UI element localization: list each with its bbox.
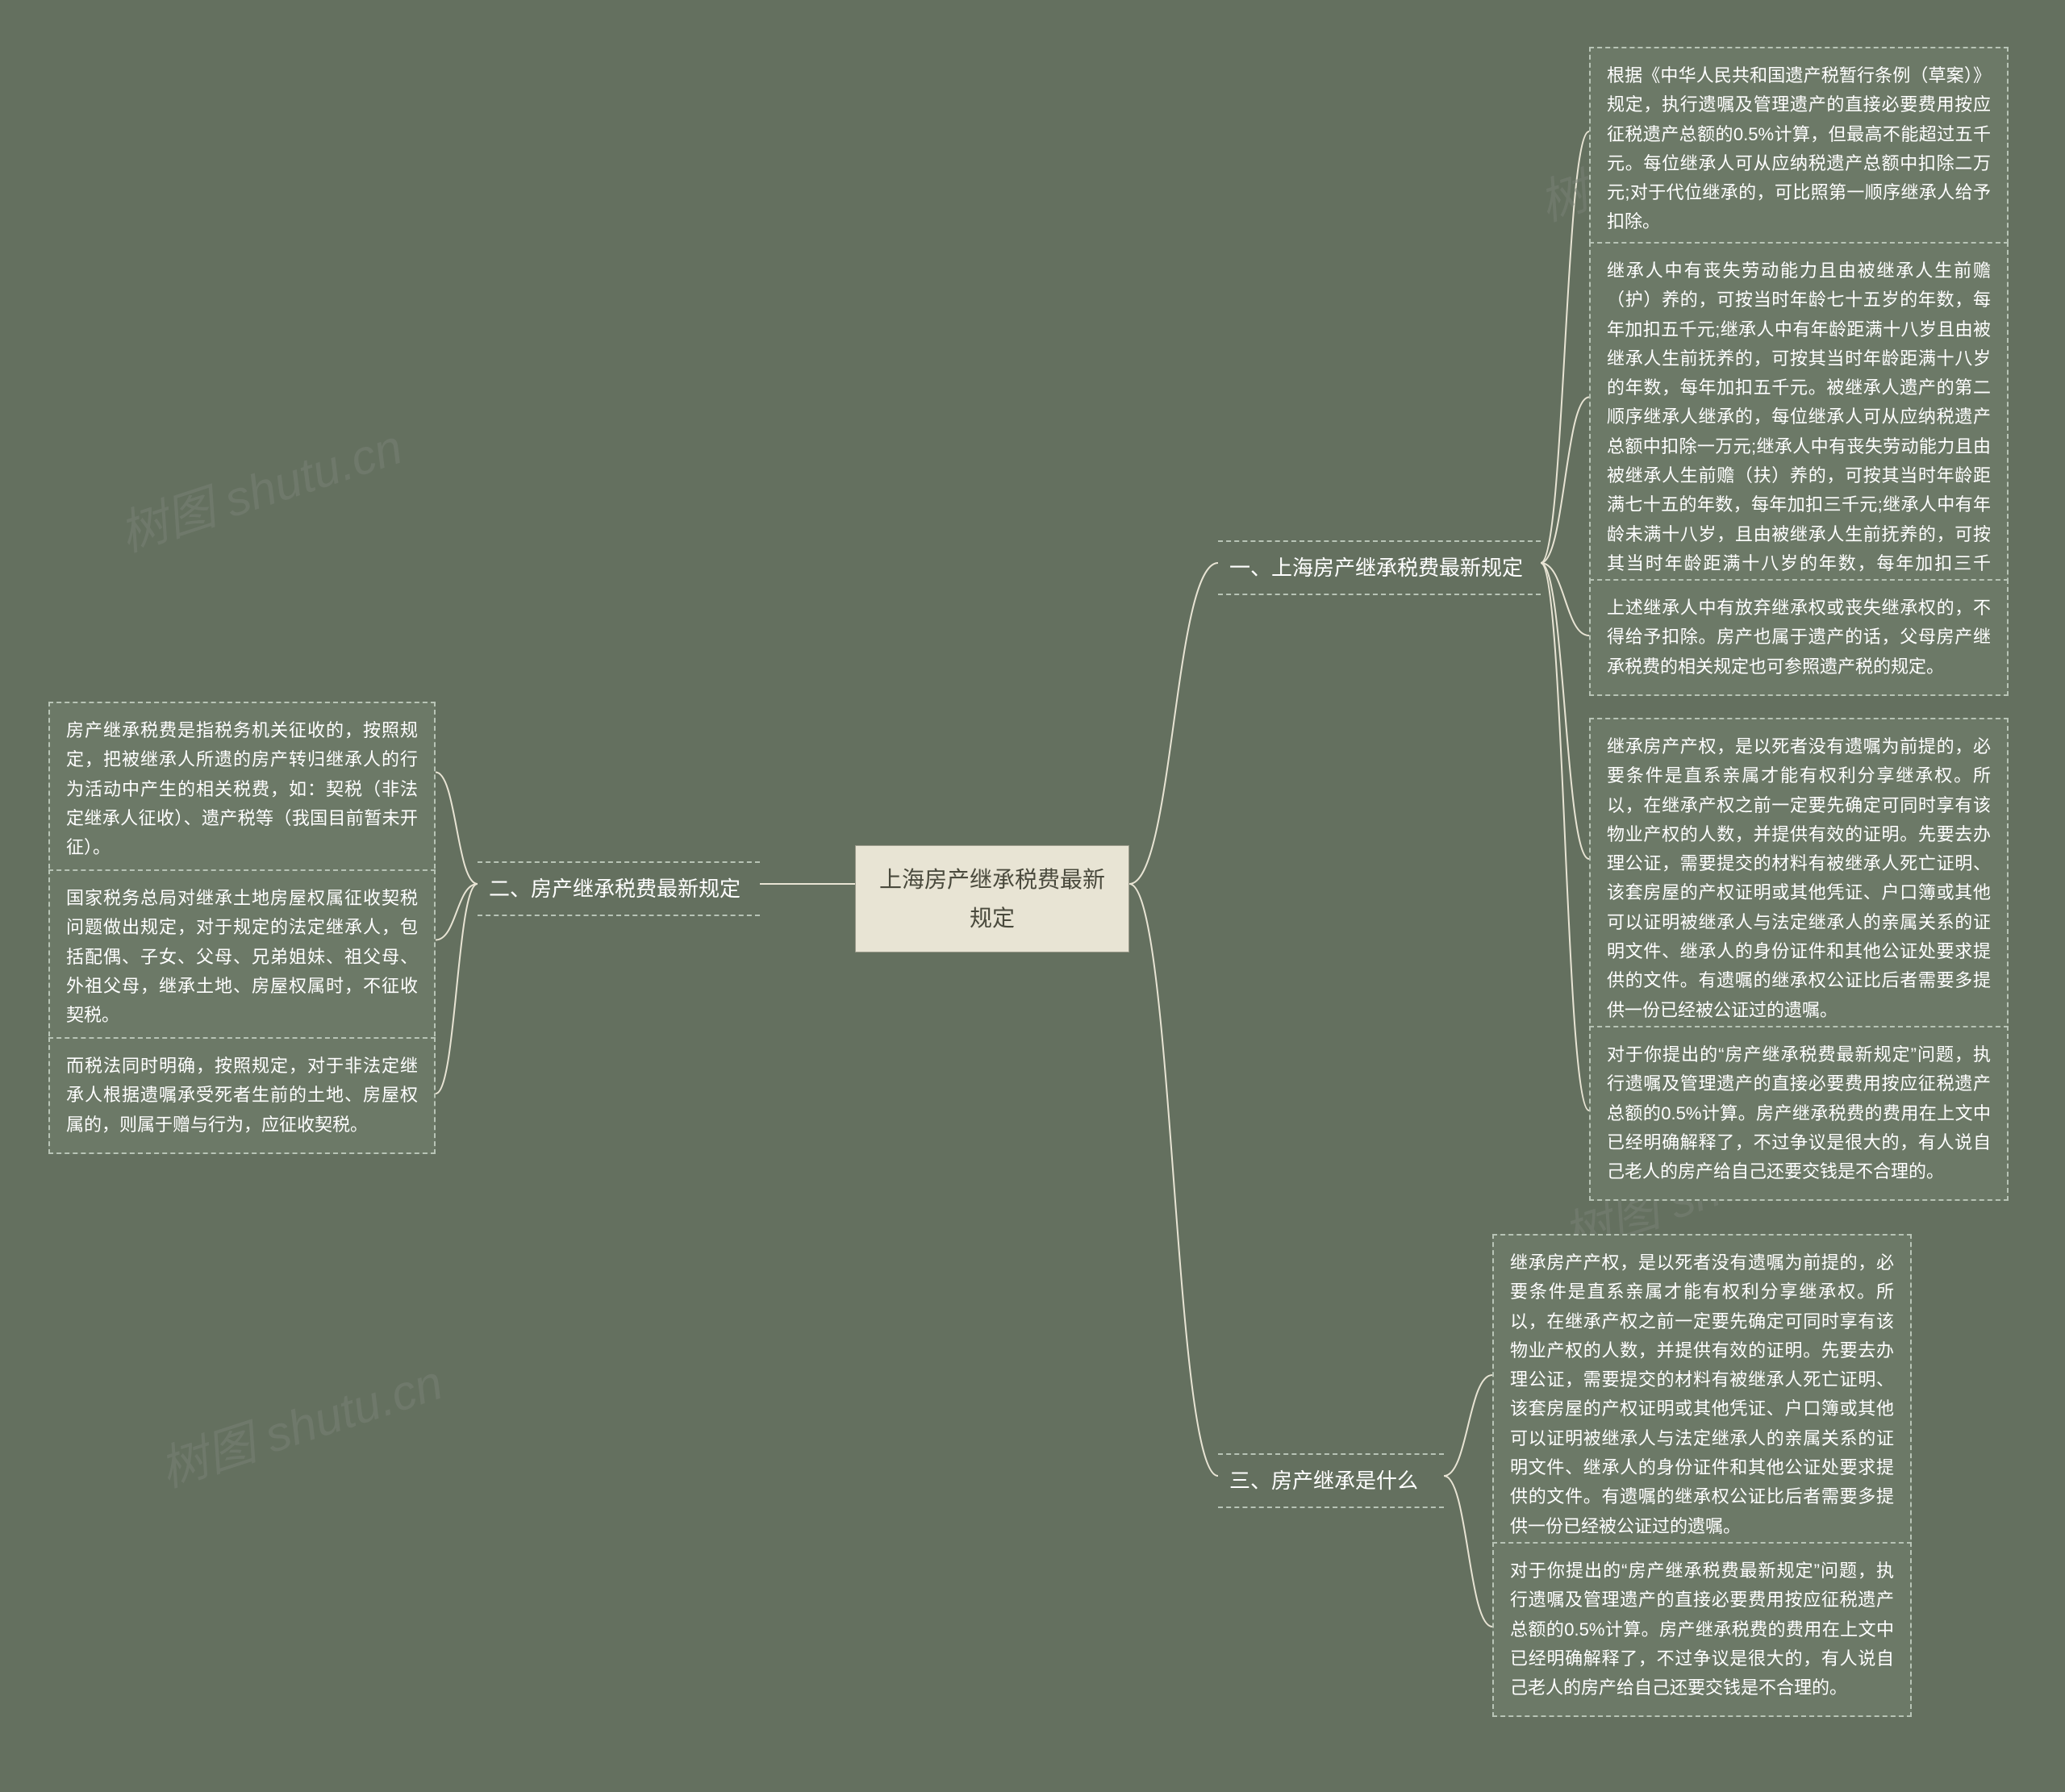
- leaf-node: 继承人中有丧失劳动能力且由被继承人生前赡（护）养的，可按当时年龄七十五岁的年数，…: [1589, 242, 2009, 623]
- leaf-node: 上述继承人中有放弃继承权或丧失继承权的，不得给予扣除。房产也属于遗产的话，父母房…: [1589, 579, 2009, 696]
- watermark: 树图 shutu.cn: [149, 1344, 450, 1501]
- leaf-node: 继承房产产权，是以死者没有遗嘱为前提的，必要条件是直系亲属才能有权利分享继承权。…: [1492, 1234, 1912, 1556]
- branch-node: 三、房产继承是什么: [1218, 1453, 1444, 1508]
- mindmap-canvas: 上海房产继承税费最新规定 树图 shutu.cn 树图 shutu.cn 树图 …: [0, 0, 2065, 1792]
- root-node: 上海房产继承税费最新规定: [855, 845, 1129, 952]
- leaf-node: 房产继承税费是指税务机关征收的，按照规定，把被继承人所遗的房产转归继承人的行为活…: [48, 702, 436, 877]
- leaf-node: 国家税务总局对继承土地房屋权属征收契税问题做出规定，对于规定的法定继承人，包括配…: [48, 869, 436, 1044]
- watermark: 树图 shutu.cn: [109, 408, 410, 565]
- branch-node: 一、上海房产继承税费最新规定: [1218, 540, 1541, 595]
- leaf-node: 继承房产产权，是以死者没有遗嘱为前提的，必要条件是直系亲属才能有权利分享继承权。…: [1589, 718, 2009, 1040]
- branch-node: 二、房产继承税费最新规定: [478, 861, 760, 916]
- leaf-node: 对于你提出的“房产继承税费最新规定”问题，执行遗嘱及管理遗产的直接必要费用按应征…: [1589, 1026, 2009, 1201]
- leaf-node: 对于你提出的“房产继承税费最新规定”问题，执行遗嘱及管理遗产的直接必要费用按应征…: [1492, 1542, 1912, 1717]
- leaf-node: 而税法同时明确，按照规定，对于非法定继承人根据遗嘱承受死者生前的土地、房屋权属的…: [48, 1037, 436, 1154]
- leaf-node: 根据《中华人民共和国遗产税暂行条例（草案）》规定，执行遗嘱及管理遗产的直接必要费…: [1589, 47, 2009, 252]
